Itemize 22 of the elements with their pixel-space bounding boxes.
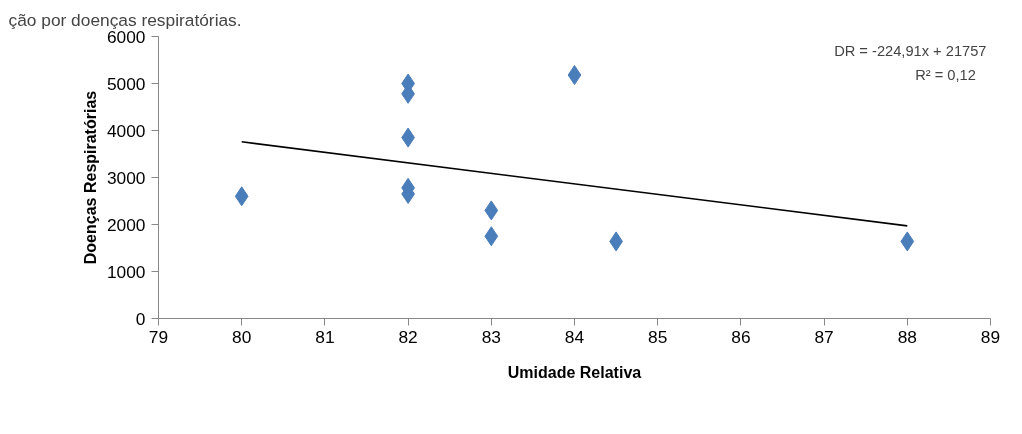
y-tick-label: 5000 bbox=[106, 73, 146, 94]
x-axis-title: Umidade Relativa bbox=[507, 363, 642, 381]
y-tick-label: 4000 bbox=[106, 120, 146, 141]
x-tick-label: 83 bbox=[481, 326, 501, 347]
annotation: R² = 0,12 bbox=[915, 66, 976, 83]
x-tick-label: 82 bbox=[398, 326, 418, 347]
x-tick-label: 88 bbox=[897, 326, 917, 347]
y-tick-label: 3000 bbox=[106, 167, 146, 188]
x-tick-label: 79 bbox=[148, 326, 169, 347]
y-tick-label: 0 bbox=[135, 308, 146, 329]
y-tick-label: 1000 bbox=[106, 261, 146, 282]
text: ção por doenças respiratórias. bbox=[8, 9, 242, 30]
y-tick-label: 2000 bbox=[106, 214, 146, 235]
x-tick-label: 84 bbox=[564, 326, 585, 347]
x-tick-label: 86 bbox=[731, 326, 751, 347]
x-tick-label: 89 bbox=[980, 326, 1001, 347]
x-tick-label: 87 bbox=[814, 326, 834, 347]
x-tick-label: 81 bbox=[315, 326, 335, 347]
x-tick-label: 85 bbox=[648, 326, 668, 347]
annotation: DR = -224,91x + 21757 bbox=[834, 42, 987, 59]
x-tick-label: 80 bbox=[232, 326, 252, 347]
y-axis-title: Doenças Respiratórias bbox=[81, 90, 99, 265]
